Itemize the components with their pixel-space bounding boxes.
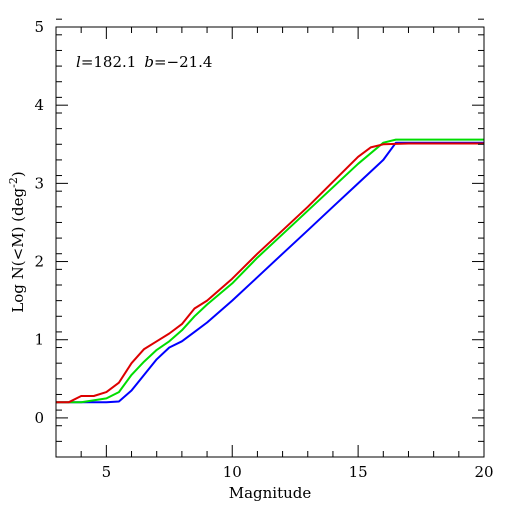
annotation: l=182.1 b=−21.4 — [76, 53, 212, 71]
x-axis-label: Magnitude — [229, 484, 312, 502]
y-axis-label-main: Log N(<M) (deg — [9, 187, 27, 312]
tick-label-layer: 5 10 15 20 0 1 2 3 4 5 — [34, 18, 493, 481]
x-tick-label: 10 — [223, 463, 242, 481]
y-tick-label: 5 — [34, 18, 44, 36]
y-axis-label-superscript: -2 — [7, 177, 20, 188]
y-tick-label: 4 — [34, 96, 44, 114]
x-tick-label: 20 — [474, 463, 493, 481]
y-tick-label: 2 — [34, 253, 44, 271]
ticks-layer — [55, 18, 485, 458]
annotation-b-symbol: b — [144, 53, 154, 71]
y-tick-label: 1 — [34, 331, 44, 349]
series-line-2 — [56, 138, 484, 404]
series-layer — [56, 138, 484, 404]
series-line-1 — [56, 141, 484, 404]
plot-frame — [55, 26, 485, 458]
y-tick-label: 0 — [34, 409, 44, 427]
x-tick-label: 15 — [349, 463, 368, 481]
x-tick-label: 5 — [102, 463, 112, 481]
annotation-b-value: =−21.4 — [154, 53, 213, 71]
series-line-3 — [56, 142, 484, 404]
annotation-l-value: =182.1 — [81, 53, 137, 71]
annotation-l-symbol: l — [76, 53, 81, 71]
y-tick-label: 3 — [34, 174, 44, 192]
y-axis-label: Log N(<M) (deg-2) — [7, 171, 27, 312]
y-axis-label-close: ) — [9, 171, 27, 177]
